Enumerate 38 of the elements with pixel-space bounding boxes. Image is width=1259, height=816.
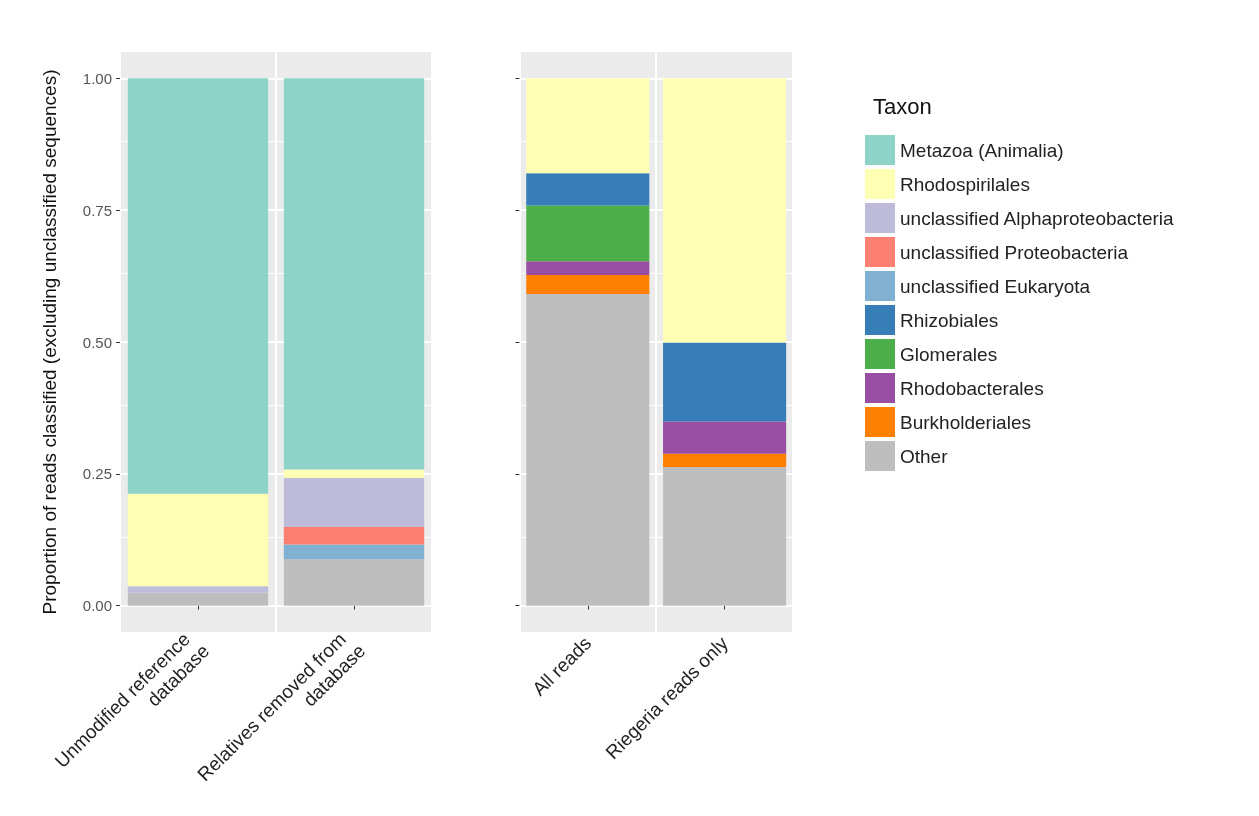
y-tick-label: 0.75: [82, 201, 112, 219]
bar: [663, 421, 787, 454]
bar: [283, 469, 425, 479]
legend-label: Burkholderiales: [900, 411, 1031, 433]
bar: [526, 205, 650, 262]
legend-label: Rhodobacterales: [900, 377, 1044, 399]
bar: [127, 78, 269, 494]
y-tick-label: 0.25: [82, 465, 112, 483]
bar: [526, 275, 650, 295]
bar: [283, 478, 425, 528]
bar: [127, 592, 269, 606]
bar: [526, 294, 650, 606]
bar: [127, 493, 269, 587]
y-axis-title: Proportion of reads classified (excluding unclassified sequences): [38, 69, 60, 615]
legend-label: Metazoa (Animalia): [900, 139, 1064, 161]
legend-label: Rhizobiales: [900, 309, 999, 331]
bar: [526, 173, 650, 206]
bar: [127, 586, 269, 593]
bar: [663, 78, 787, 343]
bar: [283, 559, 425, 606]
bar: [663, 466, 787, 606]
bar: [283, 544, 425, 560]
bar: [663, 453, 787, 467]
legend-label: unclassified Eukaryota: [900, 275, 1091, 297]
legend-label: Glomerales: [900, 343, 998, 365]
legend-title: Taxon: [873, 93, 932, 119]
bar: [283, 527, 425, 545]
legend-label: Rhodospirilales: [900, 173, 1030, 195]
bar: [526, 261, 650, 276]
y-tick-label: 1.00: [82, 69, 112, 87]
bar: [283, 78, 425, 470]
bar: [526, 78, 650, 174]
legend-label: Other: [900, 445, 949, 467]
bar: [663, 342, 787, 422]
y-tick-label: 0.50: [82, 333, 112, 351]
legend-label: unclassified Alphaproteobacteria: [900, 207, 1174, 229]
legend-label: unclassified Proteobacteria: [900, 241, 1129, 263]
y-tick-label: 0.00: [82, 597, 112, 615]
